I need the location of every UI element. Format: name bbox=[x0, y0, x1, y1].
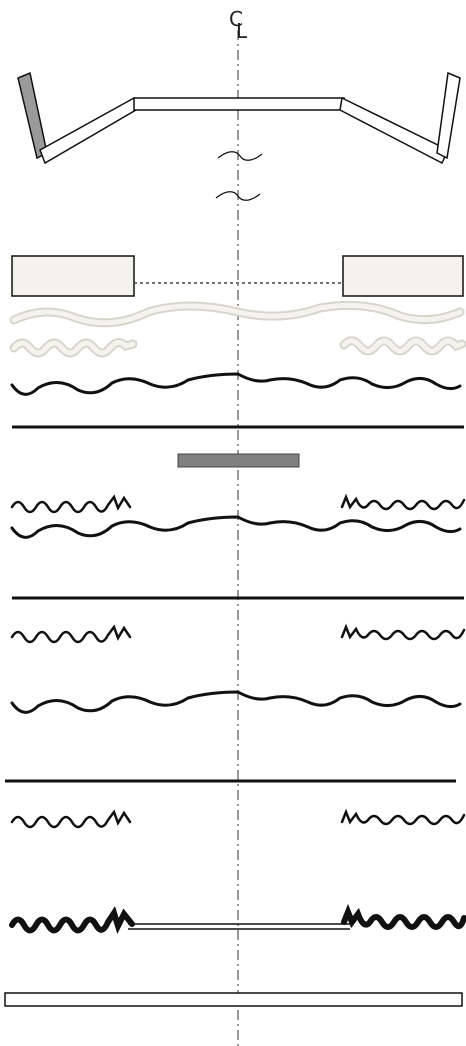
break-mark bbox=[215, 191, 261, 201]
centerline-label-sub: L bbox=[236, 19, 248, 43]
light-wavy-short-left-inner bbox=[11, 340, 136, 356]
top-beam bbox=[133, 97, 345, 111]
right-slope bbox=[339, 96, 449, 165]
break-mark bbox=[217, 151, 263, 161]
center-bar bbox=[177, 453, 300, 468]
wavy-long bbox=[10, 515, 462, 539]
right-wall bbox=[436, 71, 461, 160]
thick-wavy-right bbox=[341, 903, 466, 930]
top-frame bbox=[17, 71, 461, 165]
wavy-short-right bbox=[340, 493, 466, 511]
wavy-long bbox=[10, 372, 462, 396]
wavy-short-left bbox=[10, 809, 132, 829]
wavy-short-right bbox=[340, 808, 466, 826]
base-plate bbox=[4, 992, 463, 1007]
right-board bbox=[342, 255, 464, 297]
light-wavy-short-right-inner bbox=[341, 338, 465, 354]
centerline-label: C bbox=[229, 7, 243, 31]
wavy-short-left bbox=[10, 494, 132, 514]
wavy-short-right bbox=[340, 623, 466, 641]
light-wavy-layer-inner bbox=[11, 302, 463, 326]
wavy-long bbox=[10, 690, 462, 714]
left-board bbox=[11, 255, 135, 297]
thick-wavy-left bbox=[9, 906, 135, 935]
wavy-short-left bbox=[10, 624, 132, 644]
left-wall bbox=[17, 71, 48, 160]
left-slope bbox=[39, 96, 137, 165]
